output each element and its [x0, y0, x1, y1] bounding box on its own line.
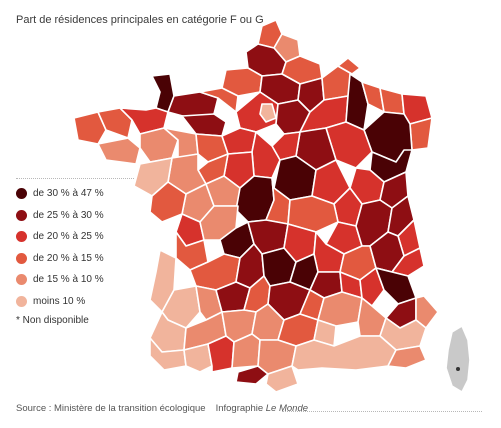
legend-label: de 25 % à 30 %: [33, 209, 104, 221]
legend-label: moins 10 %: [33, 295, 86, 307]
credit-name: Le Monde: [265, 403, 309, 414]
department: [391, 247, 425, 277]
legend-swatch: [16, 274, 27, 286]
map-legend: de 30 % à 47 % de 25 % à 30 % de 20 % à …: [16, 183, 104, 312]
map-title: Part de résidences principales en catégo…: [16, 14, 264, 26]
department: [359, 267, 385, 307]
department: [415, 295, 439, 329]
legend-item: moins 10 %: [16, 291, 104, 313]
corsica-marker: [456, 367, 460, 371]
department: [337, 57, 361, 75]
credit: Infographie Le Monde: [216, 403, 308, 414]
legend-label: de 20 % à 25 %: [33, 231, 104, 243]
legend-swatch: [16, 231, 27, 243]
legend-item: de 15 % à 10 %: [16, 269, 104, 291]
department: [199, 87, 239, 113]
credit-prefix: Infographie: [215, 403, 266, 414]
department: [251, 131, 281, 179]
legend-swatch: [16, 252, 27, 264]
department: [409, 117, 433, 151]
source-text: Source : Ministère de la transition écol…: [16, 403, 206, 414]
legend-swatch: [16, 209, 27, 221]
legend-item: de 25 % à 30 %: [16, 205, 104, 227]
legend-label: de 30 % à 47 %: [33, 188, 104, 200]
department: [183, 343, 213, 373]
department: [259, 103, 277, 123]
not-available-note: * Non disponible: [16, 315, 89, 326]
department: [97, 137, 141, 165]
department: [207, 335, 235, 373]
department: [73, 111, 107, 145]
legend-item: de 20 % à 15 %: [16, 248, 104, 270]
department: [235, 365, 269, 385]
legend-item: de 30 % à 47 %: [16, 183, 104, 205]
department: [317, 291, 363, 327]
legend-swatch: [16, 188, 27, 200]
department: [119, 107, 169, 135]
legend-divider: [16, 178, 134, 179]
department: [181, 113, 227, 137]
corsica-not-available: [445, 325, 471, 393]
department: [387, 345, 427, 369]
department: [265, 365, 299, 393]
legend-item: de 20 % à 25 %: [16, 226, 104, 248]
department: [379, 87, 405, 115]
legend-label: de 20 % à 15 %: [33, 252, 104, 264]
department: [221, 127, 257, 155]
department: [97, 107, 133, 139]
legend-label: de 15 % à 10 %: [33, 274, 104, 286]
footer: Source : Ministère de la transition écol…: [16, 403, 308, 414]
footer-divider: [282, 411, 482, 412]
legend-swatch: [16, 295, 27, 307]
